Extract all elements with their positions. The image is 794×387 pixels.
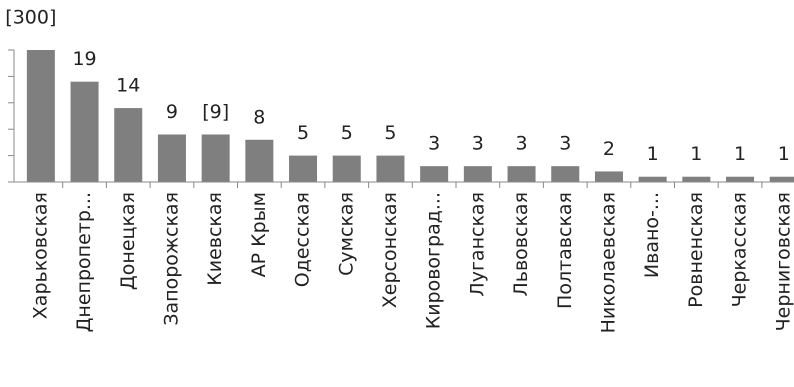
value-label: 3 (516, 133, 528, 155)
x-tick-label: Донецкая (117, 192, 139, 290)
bar (420, 166, 449, 182)
value-label: 19 (72, 48, 96, 70)
value-label: 1 (734, 143, 746, 165)
bar (682, 176, 711, 182)
x-tick-label: Запорожская (160, 192, 182, 326)
bar (26, 50, 55, 182)
bar (289, 155, 318, 182)
x-tick-label: АР Крым (248, 192, 270, 277)
value-label: 1 (690, 143, 702, 165)
x-tick-label: Херсонская (379, 192, 401, 308)
bar (70, 81, 99, 182)
x-tick-label: Ровненская (685, 192, 707, 308)
bar (114, 108, 143, 182)
value-label: 8 (253, 106, 265, 128)
value-label: 5 (384, 122, 396, 144)
x-tick-label: Кировоград... (423, 192, 445, 329)
x-tick-label: Черниговская (772, 192, 794, 331)
value-label: 3 (559, 133, 571, 155)
bar (551, 166, 580, 182)
bar (594, 171, 623, 182)
value-label: 1 (647, 143, 659, 165)
value-label: 3 (472, 133, 484, 155)
bar (726, 176, 755, 182)
value-label: [300] (5, 7, 56, 29)
bar (245, 139, 274, 182)
bar (769, 176, 794, 182)
x-tick-label: Днепропетр... (73, 192, 95, 332)
bar (376, 155, 405, 182)
bar (507, 166, 536, 182)
value-label: 1 (778, 143, 790, 165)
plot-area (26, 50, 794, 182)
x-tick-label: Полтавская (554, 192, 576, 309)
value-label: [9] (202, 101, 229, 123)
x-tick-label: Киевская (204, 192, 226, 286)
x-tick-label: Сумская (335, 192, 357, 276)
value-label: 2 (603, 138, 615, 160)
x-tick-label: Львовская (510, 192, 532, 297)
bar (463, 166, 492, 182)
bar (332, 155, 361, 182)
x-tick-label: Луганская (466, 192, 488, 297)
bar (157, 134, 186, 182)
bar (201, 134, 230, 182)
x-tick-label: Ивано-... (641, 192, 663, 278)
bar (638, 176, 667, 182)
x-tick-label: Черкасская (729, 192, 751, 307)
value-label: 9 (166, 101, 178, 123)
value-label: 3 (428, 133, 440, 155)
value-label: 5 (297, 122, 309, 144)
x-tick-label: Харьковская (29, 192, 51, 319)
x-tick-label: Одесская (292, 192, 314, 287)
x-tick-label: Николаевская (597, 192, 619, 333)
value-label: 5 (341, 122, 353, 144)
value-label: 14 (116, 75, 140, 97)
